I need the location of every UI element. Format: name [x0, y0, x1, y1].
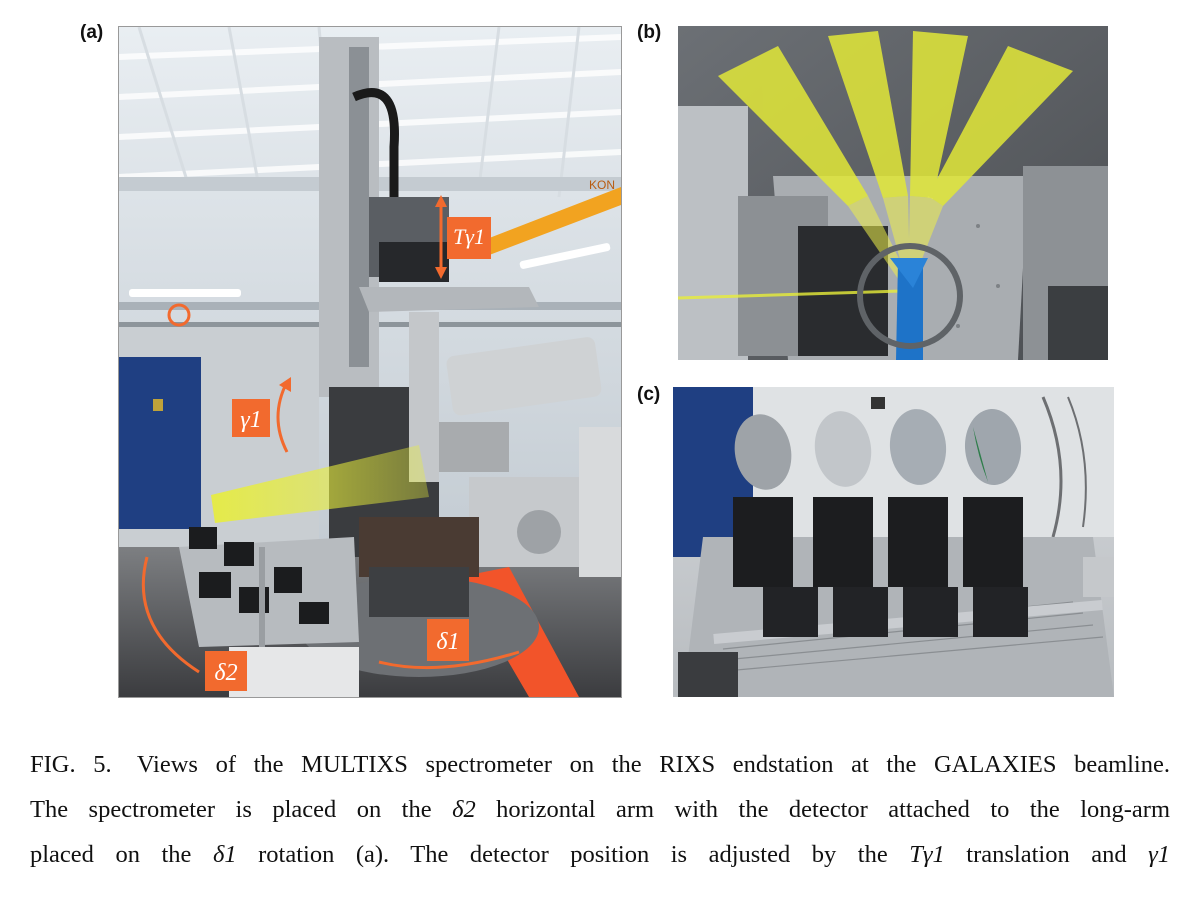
panel-a-photo: Tγ1 γ1 δ1 δ2 KON — [118, 26, 622, 698]
caption-line-1-text: Views of the MULTIXS spectrometer on the… — [136, 751, 1170, 778]
caption-line-1: FIG. 5. Views of the MULTIXS spectromete… — [30, 742, 1170, 787]
crane-sign-text: KON — [589, 178, 615, 192]
delta1-symbol: δ1 — [212, 841, 237, 868]
panel-b-label: (b) — [637, 22, 662, 43]
delta1-annotation: δ1 — [436, 629, 459, 655]
panel-a-label: (a) — [80, 22, 104, 43]
panel-c-label: (c) — [637, 384, 661, 405]
caption-line-3: placed on the δ1 rotation (a). The detec… — [30, 832, 1170, 877]
figure-caption: FIG. 5. Views of the MULTIXS spectromete… — [30, 742, 1170, 877]
t-gamma1-symbol: Tγ1 — [909, 841, 945, 868]
caption-line-2b: horizontal arm with the detector attache… — [496, 796, 1171, 823]
gamma1-annotation: γ1 — [240, 407, 261, 433]
caption-line-3b: rotation (a). The detector position is a… — [258, 841, 888, 868]
caption-line-3a: placed on the — [30, 841, 192, 868]
caption-line-2: The spectrometer is placed on the δ2 hor… — [30, 787, 1170, 832]
panel-b-photo — [678, 26, 1108, 360]
panel-c-photo — [673, 387, 1114, 697]
t-gamma1-annotation: Tγ1 — [453, 224, 485, 249]
delta2-annotation: δ2 — [214, 660, 237, 686]
figure-number: FIG. 5. — [30, 751, 112, 778]
caption-line-3c: translation and — [966, 841, 1127, 868]
delta2-symbol: δ2 — [452, 796, 476, 823]
caption-line-2a: The spectrometer is placed on the — [30, 796, 432, 823]
gamma1-symbol: γ1 — [1148, 841, 1171, 868]
